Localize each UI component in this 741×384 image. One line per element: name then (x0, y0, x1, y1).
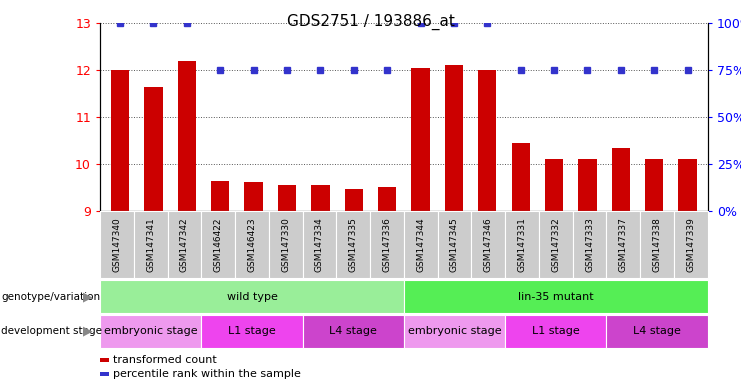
Text: GSM147341: GSM147341 (146, 217, 155, 272)
Text: embryonic stage: embryonic stage (104, 326, 198, 336)
Bar (211, 180, 230, 211)
Text: L4 stage: L4 stage (633, 326, 681, 336)
Text: GSM147338: GSM147338 (653, 217, 662, 272)
Text: transformed count: transformed count (113, 355, 216, 365)
Text: ▶: ▶ (83, 290, 93, 303)
Bar (245, 182, 263, 211)
Bar (111, 70, 129, 211)
Bar (311, 185, 330, 211)
Bar (611, 148, 630, 211)
Text: GSM147346: GSM147346 (484, 217, 493, 272)
Text: GSM147337: GSM147337 (619, 217, 628, 272)
Text: GSM146423: GSM146423 (247, 217, 256, 272)
Text: GSM147334: GSM147334 (315, 217, 324, 272)
Bar (478, 70, 496, 211)
Text: GSM147336: GSM147336 (382, 217, 391, 272)
Text: ▶: ▶ (83, 325, 93, 338)
Text: GSM147339: GSM147339 (686, 217, 695, 272)
Text: L1 stage: L1 stage (532, 326, 579, 336)
Bar (545, 159, 563, 211)
Bar (679, 159, 697, 211)
Bar (278, 185, 296, 211)
Text: GSM147332: GSM147332 (551, 217, 560, 272)
Bar (345, 189, 363, 211)
Bar (445, 65, 463, 211)
Text: GSM147344: GSM147344 (416, 217, 425, 272)
Text: L4 stage: L4 stage (329, 326, 377, 336)
Text: genotype/variation: genotype/variation (1, 291, 101, 302)
Bar (578, 159, 597, 211)
Bar (178, 61, 196, 211)
Bar (378, 187, 396, 211)
Bar (511, 143, 530, 211)
Bar (411, 68, 430, 211)
Text: L1 stage: L1 stage (228, 326, 276, 336)
Bar (144, 86, 162, 211)
Text: development stage: development stage (1, 326, 102, 336)
Text: GSM147340: GSM147340 (113, 217, 122, 272)
Text: embryonic stage: embryonic stage (408, 326, 502, 336)
Text: percentile rank within the sample: percentile rank within the sample (113, 369, 301, 379)
Text: GSM147342: GSM147342 (180, 217, 189, 272)
Text: GDS2751 / 193886_at: GDS2751 / 193886_at (287, 13, 454, 30)
Bar (645, 159, 663, 211)
Text: GSM147345: GSM147345 (450, 217, 459, 272)
Text: GSM147330: GSM147330 (281, 217, 290, 272)
Text: GSM146422: GSM146422 (213, 218, 223, 272)
Text: GSM147335: GSM147335 (349, 217, 358, 272)
Text: GSM147331: GSM147331 (517, 217, 527, 272)
Text: GSM147333: GSM147333 (585, 217, 594, 272)
Text: lin-35 mutant: lin-35 mutant (518, 291, 594, 302)
Text: wild type: wild type (227, 291, 277, 302)
